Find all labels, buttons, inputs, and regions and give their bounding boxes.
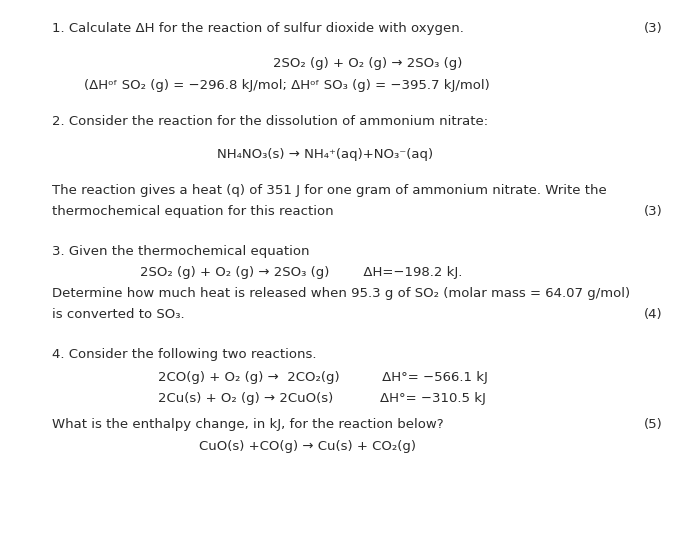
Text: 2CO(g) + O₂ (g) →  2CO₂(g)          ΔH°= −566.1 kJ: 2CO(g) + O₂ (g) → 2CO₂(g) ΔH°= −566.1 kJ: [158, 371, 487, 384]
Text: is converted to SO₃.: is converted to SO₃.: [52, 308, 185, 321]
Text: (4): (4): [644, 308, 663, 321]
Text: thermochemical equation for this reaction: thermochemical equation for this reactio…: [52, 205, 334, 218]
Text: 3. Given the thermochemical equation: 3. Given the thermochemical equation: [52, 245, 310, 258]
Text: 1. Calculate ΔH for the reaction of sulfur dioxide with oxygen.: 1. Calculate ΔH for the reaction of sulf…: [52, 22, 464, 35]
Text: What is the enthalpy change, in kJ, for the reaction below?: What is the enthalpy change, in kJ, for …: [52, 418, 444, 431]
Text: (3): (3): [644, 205, 663, 218]
Text: 2SO₂ (g) + O₂ (g) → 2SO₃ (g): 2SO₂ (g) + O₂ (g) → 2SO₃ (g): [273, 57, 463, 70]
Text: 4. Consider the following two reactions.: 4. Consider the following two reactions.: [52, 348, 317, 361]
Text: 2SO₂ (g) + O₂ (g) → 2SO₃ (g)        ΔH=−198.2 kJ.: 2SO₂ (g) + O₂ (g) → 2SO₃ (g) ΔH=−198.2 k…: [140, 266, 463, 279]
Text: (5): (5): [644, 418, 663, 431]
Text: 2Cu(s) + O₂ (g) → 2CuO(s)           ΔH°= −310.5 kJ: 2Cu(s) + O₂ (g) → 2CuO(s) ΔH°= −310.5 kJ: [158, 392, 485, 405]
Text: (3): (3): [644, 22, 663, 35]
Text: (ΔHᵒᶠ SO₂ (g) = −296.8 kJ/mol; ΔHᵒᶠ SO₃ (g) = −395.7 kJ/mol): (ΔHᵒᶠ SO₂ (g) = −296.8 kJ/mol; ΔHᵒᶠ SO₃ …: [84, 79, 490, 92]
Text: Determine how much heat is released when 95.3 g of SO₂ (molar mass = 64.07 g/mol: Determine how much heat is released when…: [52, 287, 631, 300]
Text: NH₄NO₃(s) → NH₄⁺(aq)+NO₃⁻(aq): NH₄NO₃(s) → NH₄⁺(aq)+NO₃⁻(aq): [217, 148, 433, 161]
Text: 2. Consider the reaction for the dissolution of ammonium nitrate:: 2. Consider the reaction for the dissolu…: [52, 115, 489, 128]
Text: CuO(s) +CO(g) → Cu(s) + CO₂(g): CuO(s) +CO(g) → Cu(s) + CO₂(g): [199, 440, 416, 453]
Text: The reaction gives a heat (q) of 351 J for one gram of ammonium nitrate. Write t: The reaction gives a heat (q) of 351 J f…: [52, 184, 608, 197]
